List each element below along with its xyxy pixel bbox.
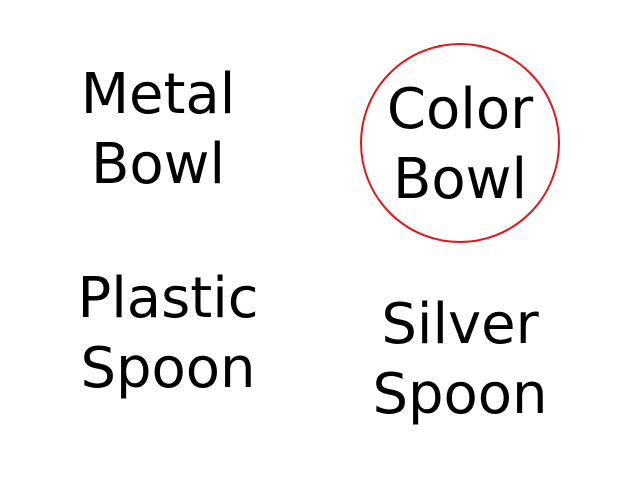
option-label-line2: Spoon: [372, 362, 548, 427]
option-label-line2: Bowl: [90, 132, 226, 197]
option-label-line2: Spoon: [80, 336, 256, 401]
option-label-line1: Color: [386, 77, 534, 142]
option-label-line1: Silver: [381, 292, 539, 357]
option-silver-spoon[interactable]: Silver Spoon: [340, 290, 580, 430]
option-label-line1: Plastic: [77, 266, 259, 331]
option-label-line1: Metal: [80, 62, 236, 127]
option-label-line2: Bowl: [392, 147, 528, 212]
option-color-bowl[interactable]: Color Bowl: [360, 75, 560, 215]
option-metal-bowl[interactable]: Metal Bowl: [58, 60, 258, 200]
option-plastic-spoon[interactable]: Plastic Spoon: [48, 264, 288, 404]
